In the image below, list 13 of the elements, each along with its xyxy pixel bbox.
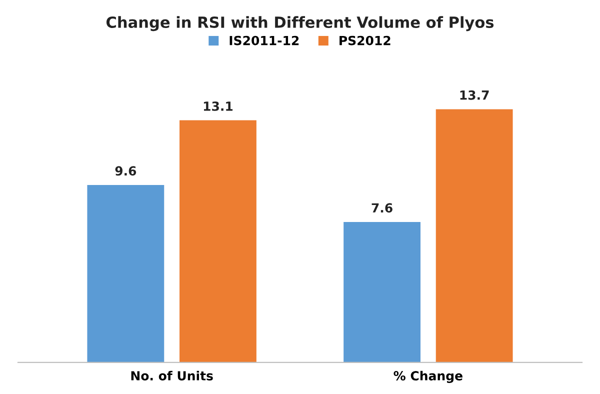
data-label: 9.6 [115, 166, 136, 176]
bar [87, 184, 164, 362]
data-label: 7.6 [372, 203, 392, 213]
chart-title: Change in RSI with Different Volume of Plyos [106, 16, 494, 32]
bar [180, 120, 256, 362]
bar [436, 109, 513, 362]
data-label: 13.1 [204, 101, 233, 111]
bar [344, 222, 420, 362]
data-label: 13.7 [460, 90, 489, 100]
legend-label: IS2011-12 [230, 36, 299, 46]
x-tick-label: No. of Units [131, 370, 213, 380]
x-tick-label: % Change [394, 370, 462, 384]
legend-label: PS2012 [340, 36, 390, 46]
